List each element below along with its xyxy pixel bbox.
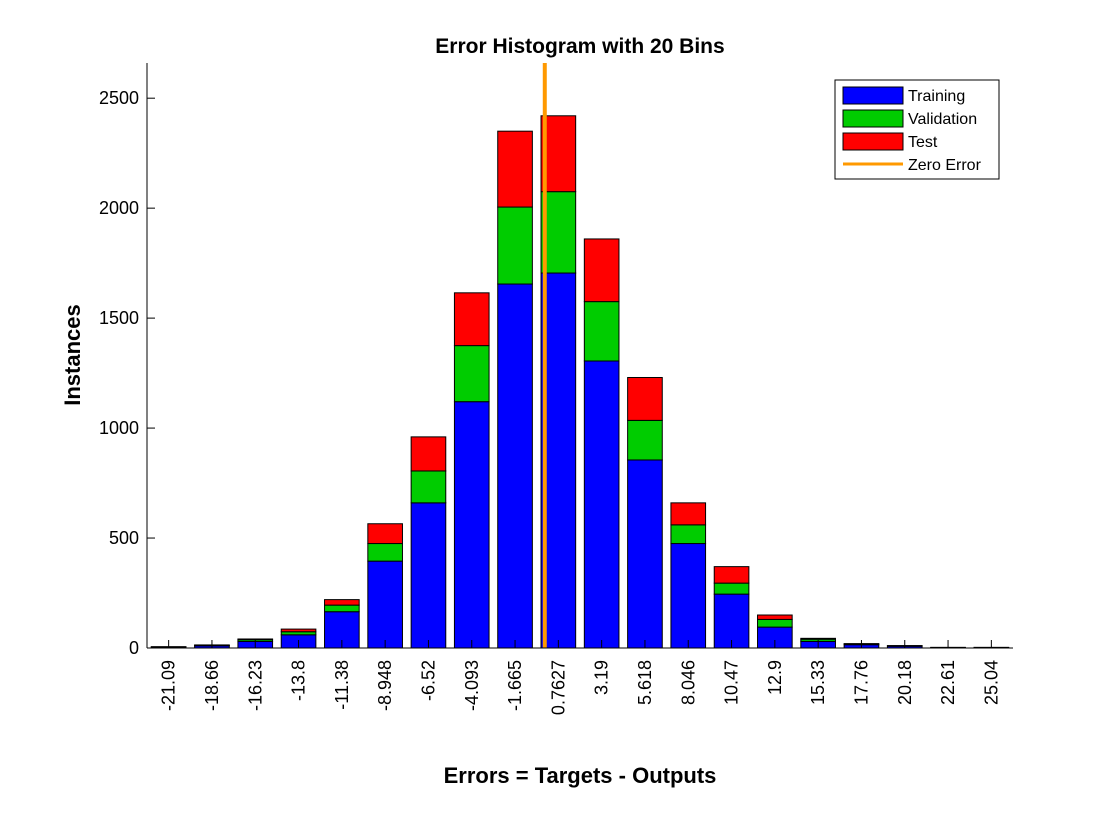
x-tick-label-14: 12.9 <box>765 660 785 695</box>
bar-stacks <box>150 115 1010 649</box>
bar-validation-4 <box>324 604 360 613</box>
y-tick-label-4: 2000 <box>99 198 139 218</box>
bar-validation-13 <box>713 582 750 595</box>
x-tick-label-9: 0.7627 <box>548 660 568 715</box>
x-tick-label-13: 10.47 <box>722 660 742 705</box>
bar-validation-5 <box>367 543 403 562</box>
x-tick-label-3: -13.8 <box>289 660 309 701</box>
y-tick-label-5: 2500 <box>99 88 139 108</box>
bar-training-11 <box>627 459 663 649</box>
bar-training-12 <box>670 543 707 649</box>
x-tick-label-15: 15.33 <box>808 660 828 705</box>
bar-training-5 <box>367 560 403 649</box>
bar-training-10 <box>583 360 620 649</box>
legend-swatch-training <box>842 86 904 105</box>
legend-label-zero-error: Zero Error <box>908 157 982 174</box>
y-tick-label-3: 1500 <box>99 308 139 328</box>
x-tick-label-11: 5.618 <box>635 660 655 705</box>
legend: Training Validation Test Zero Error <box>834 79 1000 180</box>
bar-training-6 <box>410 502 447 649</box>
y-tick-label-1: 500 <box>109 528 139 548</box>
legend-swatch-test <box>842 132 904 151</box>
chart-title: Error Histogram with 20 Bins <box>435 35 724 58</box>
bar-validation-10 <box>583 301 620 362</box>
x-axis-label: Errors = Targets - Outputs <box>444 763 717 788</box>
bar-training-7 <box>453 401 490 649</box>
bar-test-11 <box>627 376 663 421</box>
y-tick-label-2: 1000 <box>99 418 139 438</box>
bar-test-3 <box>280 628 317 633</box>
x-tick-label-2: -16.23 <box>245 660 265 711</box>
bar-test-12 <box>670 502 707 526</box>
x-tick-label-18: 22.61 <box>938 660 958 705</box>
bar-training-13 <box>713 593 750 649</box>
x-tick-label-17: 20.18 <box>895 660 915 705</box>
bar-validation-14 <box>757 618 793 628</box>
bar-test-9 <box>540 115 577 193</box>
legend-label-validation: Validation <box>908 111 977 128</box>
bar-test-5 <box>367 523 403 545</box>
bar-validation-11 <box>627 419 663 461</box>
bar-test-10 <box>583 238 620 303</box>
legend-label-test: Test <box>908 134 938 151</box>
x-tick-label-4: -11.38 <box>332 660 352 710</box>
axes <box>146 63 1013 649</box>
x-tick-label-1: -18.66 <box>202 660 222 711</box>
bar-test-4 <box>324 599 360 606</box>
bar-validation-7 <box>453 345 490 403</box>
x-tick-label-0: -21.09 <box>159 660 179 711</box>
x-tick-label-6: -6.52 <box>418 660 438 701</box>
bar-validation-12 <box>670 524 707 545</box>
x-axis-ticks: -21.09 -18.66 -16.23 -13.8 -11.38 -8.948 -6.52… <box>159 640 1001 715</box>
x-tick-label-19: 25.04 <box>981 660 1001 705</box>
x-tick-label-10: 3.19 <box>592 660 612 695</box>
bar-validation-6 <box>410 470 447 504</box>
bar-test-13 <box>713 566 750 584</box>
legend-label-training: Training <box>908 88 965 105</box>
bar-test-6 <box>410 436 447 472</box>
bar-test-8 <box>497 130 533 208</box>
bar-test-2 <box>237 638 274 641</box>
x-tick-label-12: 8.046 <box>678 660 698 705</box>
bar-validation-8 <box>497 206 533 285</box>
bar-training-8 <box>497 283 533 649</box>
bar-test-7 <box>453 292 490 347</box>
x-tick-label-7: -4.093 <box>462 660 482 711</box>
bar-test-14 <box>757 614 793 620</box>
bar-test-15 <box>800 637 836 640</box>
x-tick-label-8: -1.665 <box>505 660 525 711</box>
x-tick-label-16: 17.76 <box>851 660 871 705</box>
x-tick-label-5: -8.948 <box>375 660 395 711</box>
legend-swatch-validation <box>842 109 904 128</box>
y-tick-label-0: 0 <box>129 638 139 658</box>
y-axis-ticks: 0 500 1000 1500 2000 2500 <box>99 88 155 658</box>
y-axis-label: Instances <box>60 304 85 406</box>
